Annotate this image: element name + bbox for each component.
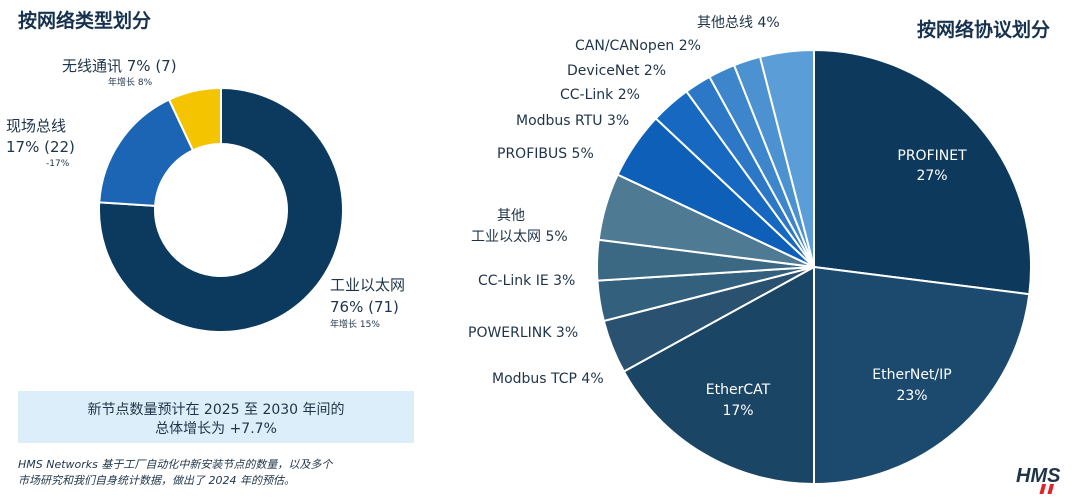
- other-ethernet-label-2: 工业以太网 5%: [471, 229, 568, 245]
- slice-profinet-0: [813, 48, 1032, 296]
- network-protocol-pie: [596, 48, 1032, 486]
- hms-logo: HMS: [1016, 465, 1061, 494]
- fieldbus-share: 17% (22): [6, 138, 75, 156]
- wireless-label: 无线通讯 7% (7): [62, 57, 177, 75]
- fieldbus-label: 现场总线: [6, 117, 67, 135]
- left-chart-title: 按网络类型划分: [18, 10, 152, 32]
- ethercat-pct: 17%: [722, 403, 754, 419]
- slice-other-2: [167, 86, 222, 152]
- cclink-ie-label: CC-Link IE 3%: [478, 273, 576, 289]
- profinet-name: PROFINET: [897, 148, 967, 164]
- ethernet-growth: 年增长 15%: [330, 320, 380, 330]
- growth-note-box: 新节点数量预计在 2025 至 2030 年间的 总体增长为 +7.7%: [18, 391, 414, 443]
- slice-other-0: [98, 86, 344, 333]
- other-ethernet-label-1: 其他: [497, 208, 525, 224]
- other-bus-label: 其他总线 4%: [697, 15, 780, 31]
- devicenet-label: DeviceNet 2%: [567, 63, 667, 79]
- growth-note-line2: 总体增长为 +7.7%: [155, 421, 277, 437]
- footnote-line1: HMS Networks 基于工厂自动化中新安装节点的数量，以及多个: [18, 458, 333, 471]
- slice-other-12: [758, 48, 815, 268]
- cclink-label: CC-Link 2%: [560, 87, 640, 103]
- ethercat-name: EtherCAT: [705, 382, 771, 398]
- modbus-rtu-label: Modbus RTU 3%: [516, 113, 630, 129]
- powerlink-label: POWERLINK 3%: [468, 325, 579, 341]
- network-type-donut: [98, 86, 344, 333]
- modbus-tcp-label: Modbus TCP 4%: [492, 371, 604, 387]
- growth-note-line1: 新节点数量预计在 2025 至 2030 年间的: [87, 402, 345, 418]
- right-chart-title: 按网络协议划分: [917, 19, 1051, 41]
- slice-ethernet-ip-1: [813, 265, 1031, 486]
- slice-ethercat-2: [622, 265, 815, 486]
- footnote-line2: 市场研究和我们自身统计数据，做出了 2024 年的预估。: [18, 474, 295, 487]
- fieldbus-growth: -17%: [46, 159, 70, 169]
- profinet-pct: 27%: [916, 168, 948, 184]
- wireless-growth: 年增长 8%: [108, 78, 153, 88]
- ethernet-label: 工业以太网: [330, 276, 406, 294]
- profibus-label: PROFIBUS 5%: [497, 146, 594, 162]
- canopen-label: CAN/CANopen 2%: [575, 38, 701, 54]
- ethernet-share: 76% (71): [330, 298, 399, 316]
- hms-logo-text: HMS: [1016, 465, 1061, 487]
- ethernetip-name: EtherNet/IP: [872, 367, 952, 383]
- ethernetip-pct: 23%: [896, 388, 928, 404]
